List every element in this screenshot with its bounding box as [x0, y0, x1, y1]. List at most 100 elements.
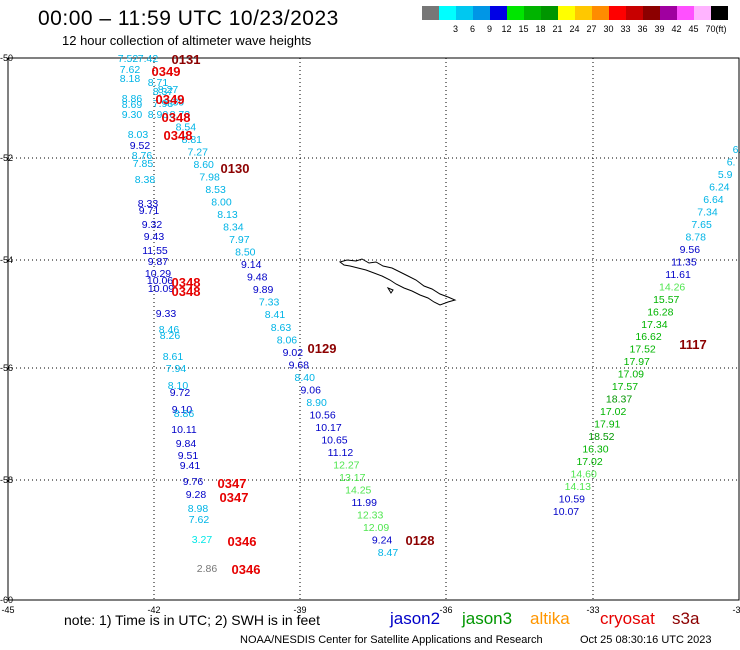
- legend-altika: altika: [530, 609, 570, 628]
- wave-height-label: 12.33: [357, 509, 383, 521]
- wave-height-label: 10.59: [559, 494, 585, 506]
- wave-height-label: 6.: [733, 144, 740, 156]
- wave-height-label: 8.10: [168, 380, 189, 392]
- legend-tick-label: 39: [654, 24, 665, 34]
- legend-tick-label: 6: [469, 24, 475, 34]
- wave-height-label: 10.17: [315, 422, 341, 434]
- wave-height-label: 9.02: [283, 347, 304, 359]
- lon-tick-label: -30: [732, 605, 740, 615]
- wave-height-label: 8.41: [265, 309, 286, 321]
- wave-height-label: 9.51: [178, 450, 199, 462]
- pass-time-label: 1117: [679, 337, 707, 352]
- wave-height-label: 7.85: [133, 158, 154, 170]
- wave-height-label: 9.76: [183, 476, 204, 488]
- wave-height-label: 9.52: [130, 140, 151, 152]
- wave-height-label: 10.07: [553, 506, 579, 518]
- wave-height-label: 8.27: [158, 84, 179, 96]
- wave-height-label: 7.42: [138, 53, 159, 65]
- wave-height-label: 11.61: [665, 269, 691, 281]
- wave-height-label: 7.27: [188, 147, 209, 159]
- credit-text: NOAA/NESDIS Center for Satellite Applica…: [240, 634, 543, 646]
- wave-height-label: 8.39: [164, 97, 185, 109]
- wave-height-label: 17.02: [576, 456, 602, 468]
- wave-height-label: 10.11: [171, 424, 197, 436]
- wave-height-label: 9.24: [372, 534, 393, 546]
- wave-height-label: 6.24: [709, 181, 730, 193]
- wave-height-label: 17.09: [618, 369, 644, 381]
- wave-height-label: 17.97: [624, 356, 650, 368]
- islet: [386, 286, 394, 294]
- pass-time-label: 0346: [228, 534, 257, 549]
- legend-swatch: [677, 6, 694, 20]
- wave-height-label: 7.98: [199, 172, 220, 184]
- wave-height-label: 7.93: [153, 98, 174, 110]
- legend-swatch: [694, 6, 711, 20]
- wave-height-label: 13.17: [339, 472, 365, 484]
- wave-height-label: 8.50: [235, 247, 256, 259]
- wave-height-label: 17.52: [630, 344, 656, 356]
- pass-time-label: 0128: [406, 533, 435, 548]
- lat-tick-label: -58: [0, 475, 13, 485]
- pass-time-label: 0130: [221, 161, 250, 176]
- pass-time-label: 0346: [232, 562, 261, 577]
- wave-height-label: 10.09: [148, 283, 174, 295]
- wave-height-label: 8.98: [188, 503, 209, 515]
- pass-time-label: 0347: [218, 476, 247, 491]
- wave-height-label: 9.68: [289, 359, 310, 371]
- legend-swatch: [456, 6, 473, 20]
- legend-jason2: jason2: [390, 609, 441, 628]
- wave-height-label: 14.13: [565, 481, 591, 493]
- wave-height-label: 12.09: [363, 522, 389, 534]
- wave-height-label: 9.14: [241, 259, 262, 271]
- south-georgia-island: [338, 258, 457, 306]
- lon-tick-label: -33: [586, 605, 599, 615]
- legend-swatch: [609, 6, 626, 20]
- wave-height-label: 8.71: [148, 77, 169, 89]
- legend-swatch: [507, 6, 524, 20]
- wave-height-label: 7.94: [166, 363, 187, 375]
- wave-height-label: 11.99: [351, 497, 377, 509]
- wave-height-label: 8.40: [295, 372, 316, 384]
- legend-tick-label: 30: [603, 24, 614, 34]
- wave-height-label: 10.65: [321, 434, 347, 446]
- wave-height-label: 9.56: [680, 244, 701, 256]
- legend-tick-label: 9: [486, 24, 492, 34]
- pass-time-label: 0347: [220, 490, 249, 505]
- altimeter-tracks: 7.52 7.427.628.18 8.718.378.868.69 7.939.30…: [118, 53, 740, 575]
- wave-height-label: 17.02: [600, 406, 626, 418]
- wave-height-label: 9.33: [156, 308, 177, 320]
- wave-height-label: 9.41: [180, 460, 201, 472]
- legend-swatch: [660, 6, 677, 20]
- pass-time-label: 0348: [172, 275, 201, 290]
- legend-tick-label: 42: [671, 24, 682, 34]
- wave-height-label: 17.91: [594, 419, 620, 431]
- legend-swatch: [626, 6, 643, 20]
- wave-height-label: 9.43: [144, 231, 165, 243]
- wave-height-label: 10.06: [147, 275, 173, 287]
- pass-time-label: 0348: [164, 128, 193, 143]
- wave-height-label: 8.46: [159, 324, 180, 336]
- pass-time-label: 0348: [172, 284, 201, 299]
- wave-height-label: 8.47: [378, 547, 399, 559]
- wave-height-label: 14.26: [659, 281, 685, 293]
- legend-jason3: jason3: [462, 609, 513, 628]
- wave-height-label: 16.28: [647, 306, 673, 318]
- legend-swatch: [490, 6, 507, 20]
- lat-tick-label: -56: [0, 363, 13, 373]
- wave-height-label: 8.63: [271, 322, 292, 334]
- legend-swatch: [558, 6, 575, 20]
- legend-tick-label: 21: [552, 24, 563, 34]
- wave-height-label: 16.30: [582, 444, 608, 456]
- wave-height-label: 8.76: [132, 150, 153, 162]
- wave-height-label: 8.61: [163, 351, 184, 363]
- wave-height-label: 9.84: [176, 438, 197, 450]
- legend-swatch: [592, 6, 609, 20]
- legend-tick-label: 24: [569, 24, 580, 34]
- legend-unit: (ft): [715, 24, 727, 34]
- legend-swatch: [439, 6, 456, 20]
- wave-height-label: 18.37: [606, 394, 632, 406]
- wave-height-label: 6.64: [703, 194, 724, 206]
- wave-height-label: 17.57: [612, 381, 638, 393]
- pass-time-label: 0129: [308, 341, 337, 356]
- legend-swatch: [575, 6, 592, 20]
